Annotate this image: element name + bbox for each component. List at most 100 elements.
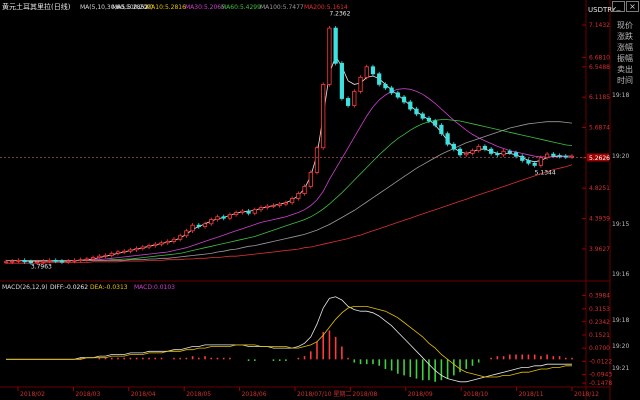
ma-legend-item: MA(5,10,30,60,100,200) — [80, 4, 153, 11]
right-tab-item[interactable]: 涨跌 — [617, 32, 633, 41]
current-price-tag — [587, 153, 609, 162]
price-annotation: 7.2362 — [329, 10, 350, 17]
candle-body — [420, 113, 425, 119]
ma-legend-item: MA200:5.1614 — [304, 4, 348, 11]
price-tick-label: 6.5488 — [589, 64, 610, 71]
ma-line-ma30 — [6, 88, 572, 261]
date-tick-label: 2018/04 — [131, 391, 156, 398]
candle-body — [557, 155, 562, 157]
right-tab-item[interactable]: 涨幅 — [617, 43, 633, 52]
macd-tick-label: -0.1478 — [589, 380, 612, 387]
macd-tick-label: 0.1521 — [589, 332, 610, 339]
minimize-button[interactable]: _ — [612, 1, 625, 12]
candle-body — [84, 258, 89, 261]
price-tick-label: 6.6810 — [589, 55, 610, 62]
time-tick-label: 19:18 — [612, 92, 629, 99]
macd-axis: 0.3984 0.3153 0.2342 0.1521 0.0700 -0.0122 -0.… — [582, 292, 612, 387]
ma-legend-item: MA100:5.7477 — [260, 4, 304, 11]
right-tab-item[interactable]: 时间 — [617, 76, 633, 85]
macd-line-dea — [6, 306, 572, 378]
candle-body — [171, 238, 177, 242]
time-tick-label: 19:15 — [612, 221, 629, 228]
candle-body — [72, 259, 77, 262]
date-tick-label: 2018/03 — [75, 391, 100, 398]
candle-body — [47, 259, 52, 262]
candle-body — [209, 219, 214, 225]
macd-tick-label: 0.3984 — [589, 292, 610, 299]
candle-body — [314, 147, 320, 173]
candle-body — [327, 27, 332, 85]
ma-line-ma100 — [6, 121, 573, 261]
candles — [3, 25, 575, 265]
instrument-title: 黄元土耳其里拉(日线) — [2, 2, 71, 11]
macd-legend-item: DIFF:-0.0262 — [50, 284, 88, 291]
candle-body — [377, 73, 382, 85]
candle-body — [389, 87, 394, 94]
candle-body — [563, 155, 568, 158]
candle-body — [115, 251, 121, 254]
candle-body — [451, 143, 456, 150]
candle-body — [383, 84, 388, 89]
candle-body — [370, 66, 376, 75]
candle-body — [545, 153, 550, 159]
candle-body — [246, 210, 251, 214]
macd-legend-item: MACD(26,12,9) — [2, 284, 48, 291]
candle-body — [109, 252, 114, 256]
candle-body — [445, 133, 450, 145]
candle-body — [190, 224, 195, 232]
candle-body — [10, 260, 15, 263]
macd-lines — [6, 296, 572, 383]
candle-body — [321, 84, 326, 149]
right-tab-item[interactable]: 卖出 — [617, 65, 633, 74]
candle-body — [520, 155, 525, 161]
time-axis: 19:18 19:20 19:15 19:16 19:18 19:20 19:21 — [612, 92, 629, 372]
candle-body — [97, 255, 102, 258]
right-tab-item[interactable]: 现价 — [617, 21, 633, 30]
time-tick-label: 19:20 — [612, 153, 629, 160]
date-tick-label: 2018/10 — [463, 391, 488, 398]
right-tab-item[interactable]: 振幅 — [617, 54, 633, 63]
candle-body — [395, 92, 400, 98]
candle-body — [22, 259, 27, 263]
candle-body — [345, 98, 351, 106]
candle-body — [526, 160, 531, 164]
date-tick-label: 2018/06 — [242, 391, 267, 398]
candle-body — [495, 152, 500, 156]
candle-body — [215, 216, 220, 220]
candle-body — [482, 145, 488, 150]
candle-body — [234, 212, 239, 216]
time-tick-label: 19:20 — [612, 343, 629, 350]
price-tick-label: 4.8251 — [589, 185, 610, 192]
time-tick-label: 19:21 — [612, 365, 629, 372]
time-tick-label: 19:16 — [612, 271, 629, 278]
price-tick-label: 6.1185 — [589, 94, 610, 101]
candle-body — [90, 257, 96, 260]
macd-tick-label: -0.0943 — [589, 371, 612, 378]
candle-body — [433, 120, 438, 126]
date-tick-label: 2018/07/10 星期二 — [297, 390, 352, 398]
price-annotation: 3.7963 — [31, 264, 52, 271]
candle-body — [265, 205, 270, 209]
candle-body — [66, 260, 71, 263]
candle-body — [53, 259, 58, 262]
candle-body — [184, 230, 189, 237]
candle-body — [221, 216, 226, 219]
candle-body — [538, 157, 544, 166]
candle-body — [308, 171, 313, 187]
candle-body — [501, 150, 506, 156]
candle-body — [34, 261, 40, 264]
candle-body — [78, 259, 83, 262]
candle-body — [3, 261, 9, 264]
candle-body — [140, 246, 145, 249]
candle-body — [103, 255, 108, 257]
date-tick-label: 2018/05 — [186, 391, 211, 398]
close-button[interactable]: × — [626, 1, 639, 12]
candle-body — [134, 248, 139, 251]
price-tick-label: 4.3939 — [589, 216, 610, 223]
candle-body — [258, 207, 264, 211]
macd-legend-item: MACD:0.0103 — [134, 284, 175, 291]
candle-body — [358, 76, 363, 92]
ma-legend: MA(5,10,30,60,100,200)MA5:5.2852MA10:5.2… — [80, 4, 348, 11]
candle-body — [128, 249, 133, 252]
